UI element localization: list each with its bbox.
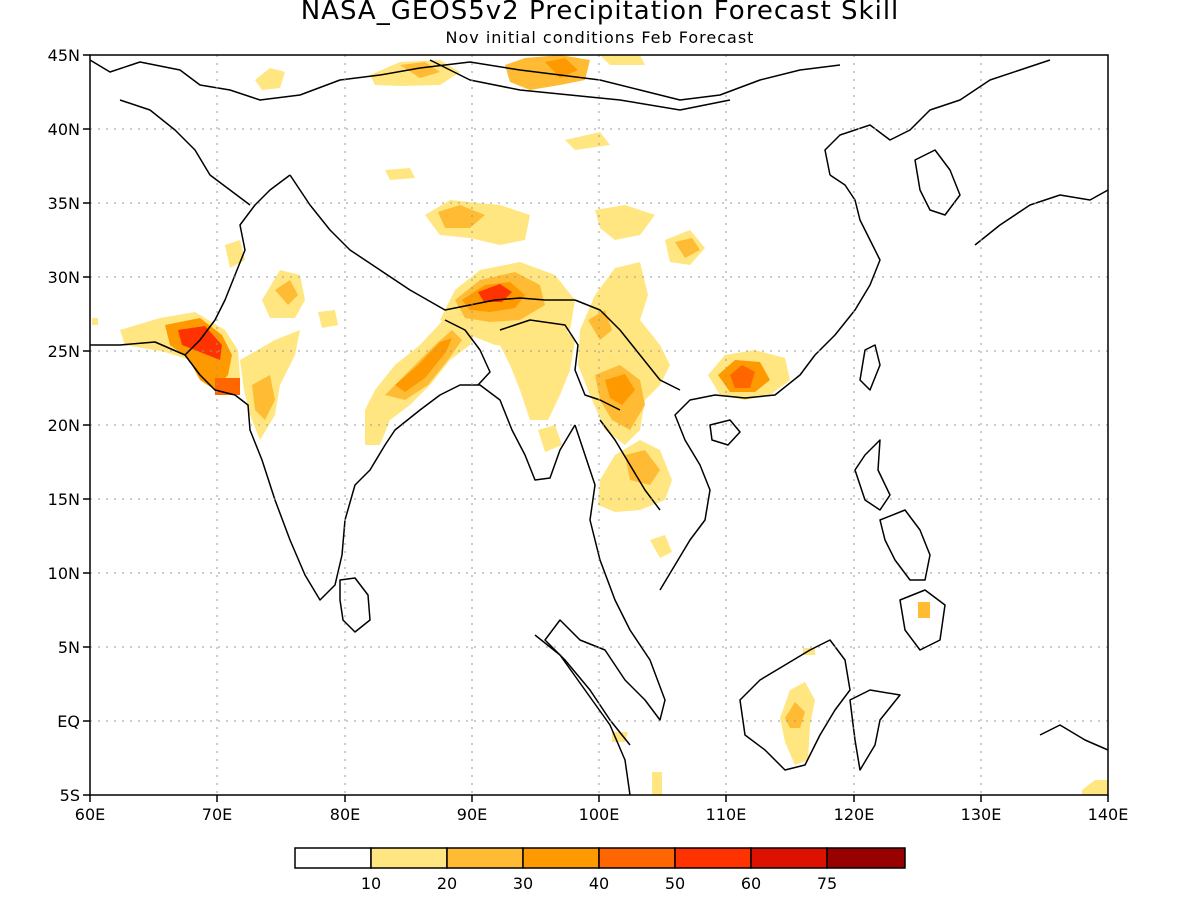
skill-region-tibet-north xyxy=(425,200,530,245)
skill-region-north-6 xyxy=(385,168,415,180)
skill-region-north-4 xyxy=(255,68,285,90)
lat-tick-label: 30N xyxy=(48,268,80,287)
border-bangladesh xyxy=(444,319,491,386)
lat-tick-label: 10N xyxy=(48,564,80,583)
lon-tick-label: 80E xyxy=(330,805,360,824)
skill-region-south-china-peak xyxy=(730,365,755,388)
skill-region-small-3 xyxy=(538,425,562,452)
skill-region-indochina-mid xyxy=(605,374,635,405)
legend-swatch xyxy=(294,847,372,869)
skill-region-small-2 xyxy=(318,310,338,328)
skill-region-new-guinea xyxy=(1082,780,1108,795)
border-china-se xyxy=(574,299,681,391)
skill-region-borneo-core xyxy=(785,702,805,728)
legend-swatch xyxy=(446,847,524,869)
border-mongolia xyxy=(429,59,731,111)
coastline-vietnam xyxy=(659,174,881,591)
border-myanmar xyxy=(499,319,621,411)
lat-tick-label: 15N xyxy=(48,490,80,509)
legend-label: 20 xyxy=(437,874,457,893)
coastline-hainan xyxy=(709,419,741,446)
page-subtitle: Nov initial conditions Feb Forecast xyxy=(445,28,755,47)
legend-swatch xyxy=(826,847,906,869)
lat-tick-label: 20N xyxy=(48,416,80,435)
border-north xyxy=(90,59,841,101)
lat-axis: 45N 40N 35N 30N 25N 20N 15N 10N 5N EQ 5S xyxy=(48,46,90,805)
lon-tick-label: 110E xyxy=(706,805,747,824)
skill-region-gujarat xyxy=(215,378,240,395)
coastline-china-north xyxy=(824,59,1051,176)
coastline-taiwan xyxy=(859,344,881,391)
lon-tick-label: 100E xyxy=(579,805,620,824)
legend-label: 30 xyxy=(513,874,533,893)
coastline-korea xyxy=(914,149,961,216)
skill-region-small-1 xyxy=(225,240,245,268)
lon-tick-label: 60E xyxy=(75,805,105,824)
border-afghanistan xyxy=(119,99,251,206)
legend-label: 40 xyxy=(589,874,609,893)
legend-swatch xyxy=(750,847,828,869)
lat-tick-label: 5S xyxy=(60,786,80,805)
color-legend: 10 20 30 40 50 60 75 xyxy=(294,847,906,893)
skill-region-tibet-peak xyxy=(478,284,512,302)
skill-region-east-india-peak xyxy=(395,338,452,392)
coastline-sulawesi xyxy=(849,689,901,771)
lat-tick-label: EQ xyxy=(57,712,80,731)
lat-tick-label: 45N xyxy=(48,46,80,65)
skill-region-central-china-2-core xyxy=(675,238,700,258)
skill-region-mindanao xyxy=(918,602,930,618)
skill-region-nw-india-core xyxy=(275,280,298,305)
border-pakistan xyxy=(184,174,291,356)
page-title: NASA_GEOS5v2 Precipitation Forecast Skil… xyxy=(300,0,900,26)
lon-tick-label: 90E xyxy=(457,805,487,824)
skill-region-north-2-core xyxy=(545,58,578,78)
lat-tick-label: 25N xyxy=(48,342,80,361)
skill-region-north-1-core xyxy=(400,62,440,78)
skill-region-central-china xyxy=(595,205,655,240)
lon-tick-label: 120E xyxy=(834,805,875,824)
skill-region-tibet-north-core xyxy=(438,205,485,228)
skill-region-north-5 xyxy=(565,132,610,150)
coastlines xyxy=(90,59,1108,795)
lon-tick-label: 130E xyxy=(961,805,1002,824)
coastline-borneo xyxy=(739,639,851,771)
legend-swatch xyxy=(674,847,752,869)
skill-region-small-7 xyxy=(652,772,662,795)
border-india-north xyxy=(289,174,575,311)
coastline-south-asia xyxy=(90,341,576,601)
graticule xyxy=(90,55,1108,795)
legend-swatch xyxy=(522,847,600,869)
skill-region-north-3 xyxy=(600,55,645,65)
skill-region-small-8 xyxy=(92,318,98,325)
lat-tick-label: 35N xyxy=(48,194,80,213)
legend-label: 50 xyxy=(665,874,685,893)
lat-tick-label: 5N xyxy=(58,638,80,657)
skill-region-yunnan-core xyxy=(588,310,612,340)
skill-region-laos-core xyxy=(625,450,660,485)
coastline-luzon xyxy=(854,439,891,511)
border-laos xyxy=(599,419,661,511)
skill-region-west-india-core xyxy=(252,375,275,420)
lat-tick-label: 40N xyxy=(48,120,80,139)
skill-region-north-2 xyxy=(505,55,590,90)
lon-tick-label: 140E xyxy=(1088,805,1129,824)
skill-shading xyxy=(92,55,1108,795)
legend-label: 60 xyxy=(741,874,761,893)
skill-region-myanmar xyxy=(500,325,575,420)
coastline-sumatra xyxy=(534,634,631,795)
legend-label: 75 xyxy=(817,874,837,893)
legend-swatch xyxy=(370,847,448,869)
coastline-mindanao xyxy=(899,589,946,651)
legend-swatch xyxy=(598,847,676,869)
skill-region-small-4 xyxy=(650,535,672,558)
coastline-visayas xyxy=(879,509,931,581)
lon-tick-label: 70E xyxy=(202,805,232,824)
legend-label: 10 xyxy=(361,874,381,893)
coastline-sri-lanka xyxy=(339,577,371,633)
coastline-japan xyxy=(974,189,1108,246)
coastline-new-guinea xyxy=(1039,724,1108,751)
lon-axis: 60E 70E 80E 90E 100E 110E 120E 130E 140E xyxy=(75,795,1129,824)
